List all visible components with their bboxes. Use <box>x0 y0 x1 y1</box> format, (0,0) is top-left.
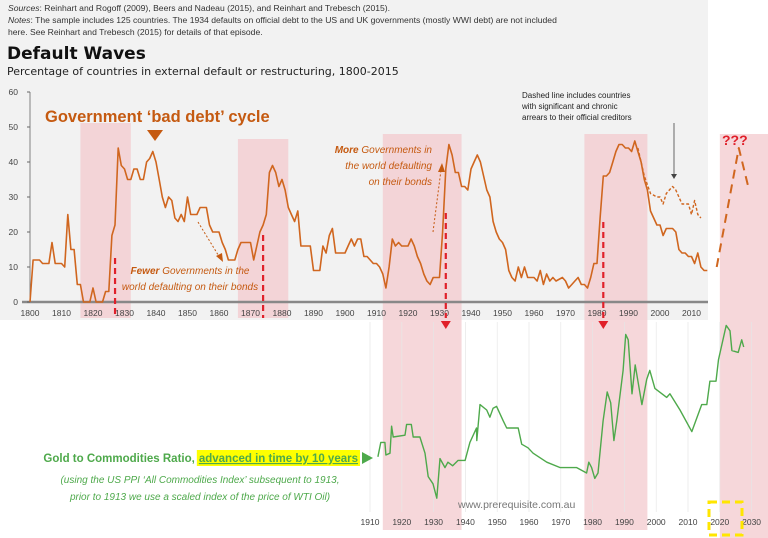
x-tick-label: 2020 <box>710 517 729 527</box>
notes-line-2: here. See Reinhart and Trebesch (2015) f… <box>8 27 263 37</box>
more-text-3: on their bonds <box>369 177 432 188</box>
x-tick-label: 1840 <box>147 308 166 318</box>
y-tick-label: 0 <box>13 297 18 307</box>
sources-line: Sources: Reinhart and Rogoff (2009), Bee… <box>8 3 390 13</box>
gold-label: Gold to Commodities Ratio, <box>43 453 194 465</box>
x-tick-label: 1860 <box>210 308 229 318</box>
gold-note-1: (using the US PPI ‘All Commodities Index… <box>60 475 339 486</box>
x-tick-label: 1900 <box>336 308 355 318</box>
x-tick-label: 1980 <box>588 308 607 318</box>
x-tick-label: 2000 <box>647 517 666 527</box>
series-lines <box>29 140 750 499</box>
dashed-note-arrow-icon <box>671 174 677 179</box>
more-text-2: the world defaulting <box>345 161 432 172</box>
x-tick-label: 1850 <box>178 308 197 318</box>
dashed-note-3: arrears to their official creditors <box>522 113 632 122</box>
bottom-axes: 1910 1920 1930 1940 1950 1960 1970 1980 1990 2000… <box>361 517 762 527</box>
x-tick-label: 1940 <box>462 308 481 318</box>
more-arrow-head-icon <box>438 163 445 172</box>
default-series-projection <box>715 147 750 268</box>
x-tick-label: 2030 <box>742 517 761 527</box>
chart-subtitle: Percentage of countries in external defa… <box>7 65 399 78</box>
chart-title: Default Waves <box>7 44 146 64</box>
fewer-arrow <box>197 221 221 259</box>
x-tick-label: 1990 <box>615 517 634 527</box>
shaded-period-band <box>719 134 768 538</box>
x-tick-label: 1920 <box>392 517 411 527</box>
notes-line: Notes: The sample includes 125 countries… <box>8 15 557 25</box>
x-tick-label: 1910 <box>367 308 386 318</box>
fewer-arrow-head-icon <box>216 253 223 262</box>
shaded-period-band <box>382 134 462 530</box>
x-tick-label: 1960 <box>525 308 544 318</box>
dashed-note-1: Dashed line includes countries <box>522 91 631 100</box>
fewer-text-2: world defaulting on their bonds <box>122 282 258 293</box>
shaded-periods <box>80 123 768 538</box>
x-tick-label: 1970 <box>551 517 570 527</box>
more-text-1: More Governments in <box>335 145 433 156</box>
gold-label-highlight <box>196 450 360 466</box>
shaded-period-band <box>584 134 648 530</box>
x-tick-label: 1930 <box>424 517 443 527</box>
shaded-period-band <box>80 123 131 318</box>
default-series-solid <box>29 140 708 303</box>
bottom-gridlines <box>369 322 752 512</box>
gold-note-2: prior to 1913 we use a scaled index of t… <box>69 492 330 503</box>
x-tick-label: 2000 <box>651 308 670 318</box>
x-tick-label: 1940 <box>456 517 475 527</box>
x-tick-label: 1830 <box>115 308 134 318</box>
x-tick-label: 2010 <box>682 308 701 318</box>
x-tick-label: 1920 <box>399 308 418 318</box>
x-tick-label: 1910 <box>361 517 380 527</box>
marker-down-arrow-icon <box>598 321 609 329</box>
cycle-title: Government ‘bad debt’ cycle <box>45 108 270 126</box>
x-tick-label: 1970 <box>556 308 575 318</box>
x-tick-label: 2010 <box>679 517 698 527</box>
y-tick-label: 30 <box>9 192 19 202</box>
highlight-2020-box <box>707 500 744 537</box>
fewer-text-1: Fewer Governments in the <box>131 266 250 277</box>
x-tick-label: 1810 <box>52 308 71 318</box>
y-tick-label: 40 <box>9 157 19 167</box>
x-tick-label: 1950 <box>488 517 507 527</box>
right-triangle-icon <box>362 452 373 464</box>
watermark: www.prerequisite.com.au <box>457 499 575 511</box>
y-tick-label: 10 <box>9 262 19 272</box>
marker-lines <box>113 213 609 329</box>
more-arrow <box>432 169 442 233</box>
y-tick-label: 50 <box>9 122 19 132</box>
x-tick-label: 1980 <box>583 517 602 527</box>
x-tick-label: 1930 <box>430 308 449 318</box>
y-tick-label: 60 <box>9 87 19 97</box>
x-tick-label: 1800 <box>21 308 40 318</box>
x-tick-label: 1880 <box>273 308 292 318</box>
x-tick-label: 1950 <box>493 308 512 318</box>
down-triangle-icon <box>147 130 163 141</box>
y-tick-label: 20 <box>9 227 19 237</box>
top-axes: 0 10 20 30 40 50 60 1800 1810 1820 1830 1840 1850 186… <box>9 87 708 318</box>
dashed-note-2: with significant and chronic <box>521 102 618 111</box>
x-tick-label: 1890 <box>304 308 323 318</box>
question-marks: ??? <box>722 132 748 148</box>
x-tick-label: 1990 <box>619 308 638 318</box>
marker-down-arrow-icon <box>440 321 451 329</box>
gold-label-highlight-text: advanced in time by 10 years <box>199 453 358 465</box>
x-tick-label: 1870 <box>241 308 260 318</box>
x-tick-label: 1820 <box>84 308 103 318</box>
x-tick-label: 1960 <box>520 517 539 527</box>
